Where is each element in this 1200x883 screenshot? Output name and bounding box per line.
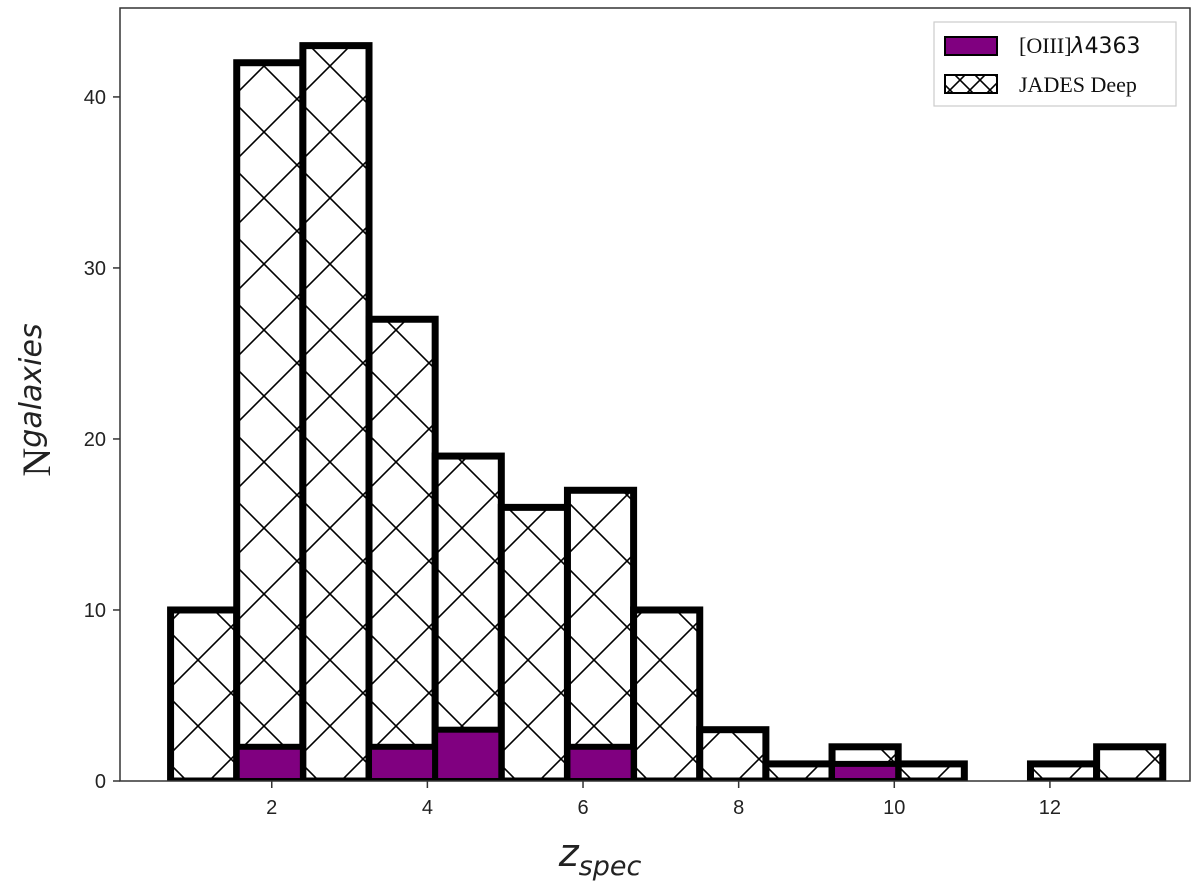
oiii-bar bbox=[432, 726, 505, 781]
legend-label-jades: JADES Deep bbox=[1019, 72, 1137, 97]
legend-swatch-jades bbox=[944, 74, 998, 94]
oiii-bar bbox=[564, 743, 637, 781]
legend-label-oiii: [OIII]λ4363 bbox=[1019, 33, 1141, 59]
y-axis-title: Ngalaxies bbox=[14, 323, 59, 476]
legend-label-oiii-wavelength: 4363 bbox=[1085, 34, 1141, 59]
jades-deep-bar bbox=[233, 59, 307, 781]
legend: [OIII]λ4363 JADES Deep bbox=[933, 21, 1177, 107]
y-axis-title-main: N bbox=[14, 448, 59, 477]
oiii-bar bbox=[829, 760, 902, 781]
oiii-bar bbox=[233, 743, 306, 781]
x-tick-label: 10 bbox=[883, 797, 905, 819]
jades-deep-bar bbox=[563, 486, 638, 781]
jades-deep-bar bbox=[365, 315, 439, 781]
jades-deep-bar bbox=[299, 42, 373, 781]
y-tick-label: 20 bbox=[84, 429, 106, 451]
x-axis-title-sub: spec bbox=[579, 851, 642, 882]
y-tick-label: 30 bbox=[84, 258, 106, 280]
x-tick-label: 8 bbox=[733, 797, 744, 819]
y-tick-label: 0 bbox=[95, 771, 106, 793]
x-tick-label: 2 bbox=[266, 797, 277, 819]
jades-deep-bar bbox=[1093, 743, 1167, 781]
y-axis-title-sub: galaxies bbox=[14, 323, 49, 447]
jades-deep-bars bbox=[167, 42, 1167, 781]
jades-deep-bar bbox=[894, 760, 968, 781]
legend-label-oiii-bracket: [OIII] bbox=[1019, 33, 1072, 58]
x-axis-title-main: z bbox=[558, 831, 580, 875]
legend-label-oiii-lambda: λ bbox=[1071, 34, 1085, 59]
x-axis-title: zspec bbox=[558, 831, 642, 882]
y-tick-label: 40 bbox=[84, 87, 106, 109]
y-axis: 0 10 20 30 40 bbox=[84, 87, 120, 793]
y-tick-label: 10 bbox=[84, 600, 106, 622]
x-axis: 2 4 6 8 10 12 bbox=[266, 781, 1061, 819]
x-tick-label: 6 bbox=[577, 797, 588, 819]
plot-frame bbox=[119, 7, 1191, 782]
x-tick-label: 12 bbox=[1039, 797, 1061, 819]
oiii-bar bbox=[366, 743, 439, 781]
jades-deep-bar bbox=[696, 726, 770, 781]
jades-deep-bar bbox=[1026, 760, 1101, 781]
legend-swatch-oiii bbox=[944, 36, 998, 56]
jades-deep-bar bbox=[497, 503, 571, 781]
jades-deep-bar bbox=[630, 606, 704, 781]
jades-deep-bar bbox=[762, 760, 836, 781]
jades-deep-bar bbox=[167, 606, 241, 781]
x-tick-label: 4 bbox=[422, 797, 433, 819]
